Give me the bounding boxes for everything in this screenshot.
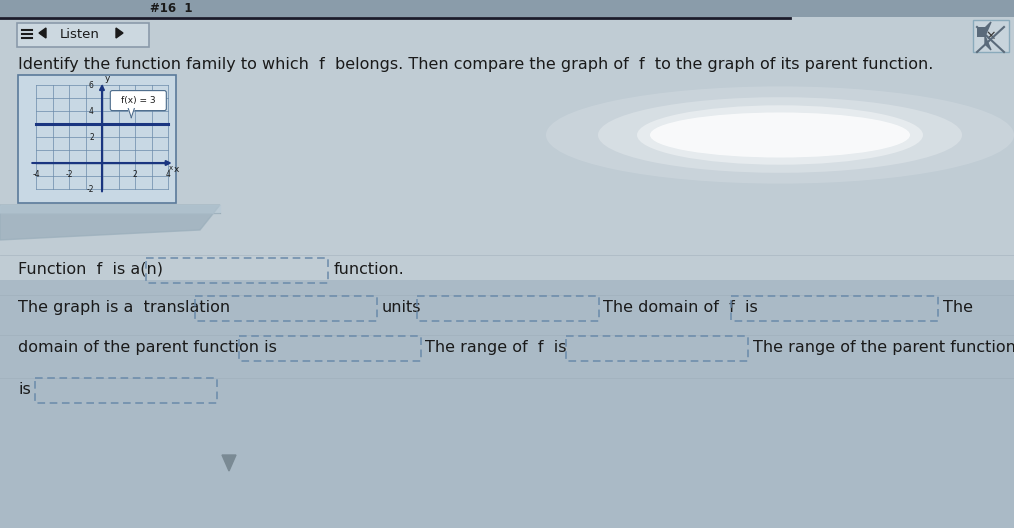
Text: x: x: [173, 165, 178, 174]
FancyBboxPatch shape: [973, 20, 1009, 52]
Ellipse shape: [546, 87, 1014, 184]
FancyBboxPatch shape: [977, 27, 985, 37]
Text: 2: 2: [89, 133, 93, 142]
Text: 4: 4: [89, 107, 93, 116]
Text: domain of the parent function is: domain of the parent function is: [18, 340, 277, 355]
Polygon shape: [129, 109, 134, 118]
Text: -2: -2: [86, 184, 93, 193]
FancyBboxPatch shape: [18, 75, 176, 203]
Text: is: is: [18, 382, 30, 397]
Text: 4: 4: [165, 170, 170, 179]
Text: 6: 6: [89, 80, 93, 90]
Ellipse shape: [598, 97, 962, 173]
Text: f(x) = 3: f(x) = 3: [121, 96, 155, 105]
Text: The: The: [943, 300, 973, 315]
FancyBboxPatch shape: [0, 0, 1014, 17]
FancyBboxPatch shape: [0, 280, 1014, 528]
Polygon shape: [985, 22, 991, 36]
Text: Function  f  is a(n): Function f is a(n): [18, 262, 163, 277]
Text: Listen: Listen: [60, 29, 100, 42]
Ellipse shape: [650, 112, 910, 157]
Text: -2: -2: [65, 170, 73, 179]
Polygon shape: [116, 28, 123, 38]
FancyBboxPatch shape: [0, 0, 1014, 280]
Text: units: units: [382, 300, 422, 315]
Text: -4: -4: [32, 170, 40, 179]
Text: function.: function.: [334, 262, 405, 277]
Text: ✕: ✕: [986, 30, 996, 42]
Polygon shape: [985, 36, 991, 50]
Text: y: y: [105, 74, 111, 83]
Text: The range of  f  is: The range of f is: [425, 340, 567, 355]
Text: 2: 2: [133, 170, 137, 179]
Polygon shape: [0, 205, 220, 240]
Text: The graph is a  translation: The graph is a translation: [18, 300, 230, 315]
Ellipse shape: [637, 105, 923, 165]
Polygon shape: [0, 205, 220, 213]
Text: The domain of  f  is: The domain of f is: [603, 300, 757, 315]
FancyBboxPatch shape: [111, 91, 166, 110]
Text: x: x: [169, 165, 173, 171]
Text: #16  1: #16 1: [150, 3, 193, 15]
FancyBboxPatch shape: [17, 23, 149, 47]
Text: The range of the parent function: The range of the parent function: [753, 340, 1014, 355]
Polygon shape: [222, 455, 236, 471]
Polygon shape: [39, 28, 46, 38]
Text: Identify the function family to which  f  belongs. Then compare the graph of  f : Identify the function family to which f …: [18, 57, 933, 72]
